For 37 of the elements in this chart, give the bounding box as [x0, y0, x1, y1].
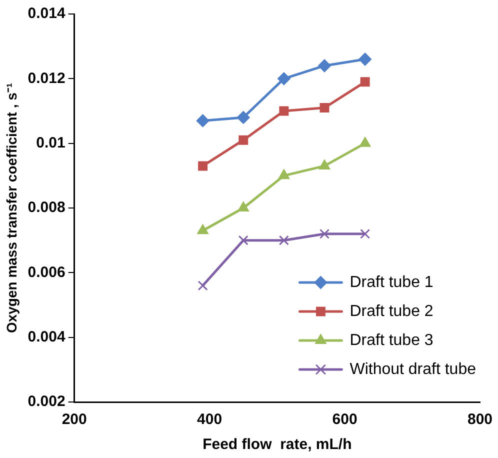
x-tick-label: 400 — [197, 411, 222, 428]
y-tick-label: 0.014 — [28, 5, 66, 22]
y-tick-label: 0.01 — [36, 134, 66, 152]
y-tick-label: 0.008 — [28, 199, 66, 216]
x-tick-label: 800 — [467, 411, 493, 428]
point — [198, 280, 208, 291]
x-tick-label: 600 — [332, 411, 358, 428]
y-tick-label: 0.004 — [28, 328, 66, 346]
point — [238, 235, 248, 246]
legend-label: Draft tube 2 — [350, 302, 434, 320]
point — [279, 106, 289, 116]
point — [277, 72, 290, 86]
point — [318, 159, 330, 170]
point — [358, 52, 372, 66]
legend-label: Draft tube 1 — [350, 274, 434, 291]
point — [238, 202, 250, 212]
point — [197, 224, 208, 234]
point — [238, 135, 248, 145]
point — [278, 235, 289, 246]
point — [359, 136, 371, 147]
x-axis-title: Feed flow rate, mL/h — [202, 436, 352, 454]
point — [320, 228, 330, 239]
point — [278, 169, 290, 180]
point — [196, 114, 210, 128]
legend-label: Draft tube 3 — [350, 332, 434, 349]
legend-label: Without draft tube — [350, 360, 476, 378]
point — [320, 103, 330, 113]
y-tick-label: 0.012 — [28, 70, 66, 87]
y-axis-title: Oxygen mass transfer coefficient , s⁻¹ — [3, 82, 20, 334]
point — [318, 59, 331, 72]
y-tick-label: 0.006 — [28, 264, 66, 281]
point — [360, 77, 370, 87]
x-tick-label: 200 — [62, 411, 87, 428]
point — [360, 228, 370, 239]
point — [236, 110, 250, 124]
point — [198, 161, 208, 171]
y-tick-label: 0.002 — [28, 393, 66, 410]
